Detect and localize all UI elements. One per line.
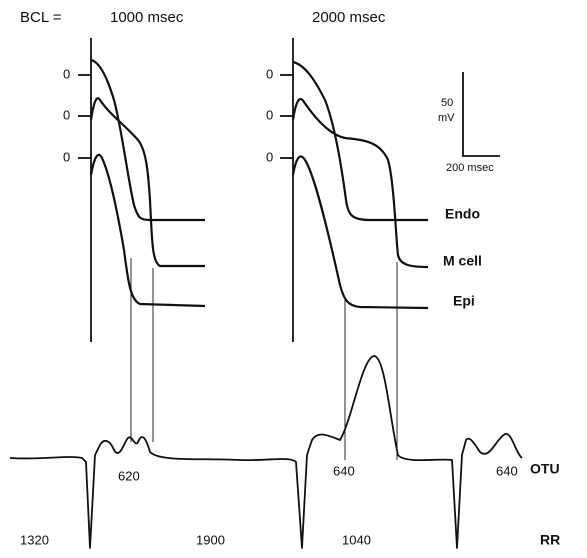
- scale-unit: mV: [438, 112, 455, 124]
- panel-label: 2000 msec: [312, 9, 386, 26]
- trace-label: Epi: [453, 293, 475, 309]
- zero-label: 0: [266, 107, 273, 122]
- rr-value: 1040: [342, 532, 371, 547]
- panel-label: 1000 msec: [110, 9, 184, 26]
- trace-label: M cell: [443, 253, 482, 269]
- zero-label: 0: [63, 107, 70, 122]
- bcl-label: BCL =: [20, 9, 62, 26]
- scale-time: 200 msec: [446, 162, 494, 174]
- ecg-label: OTU: [530, 461, 560, 477]
- action-potentials-left: [89, 58, 206, 308]
- zero-label: 0: [266, 149, 273, 164]
- rr-value: 1900: [196, 532, 225, 547]
- scale-bar: [462, 72, 500, 157]
- qt-value: 640: [333, 463, 355, 478]
- scale-amplitude: 50: [441, 97, 453, 109]
- rr-label: RR: [540, 532, 560, 548]
- zero-ticks: [78, 74, 293, 159]
- rr-value: 1320: [20, 532, 49, 547]
- qt-value: 620: [118, 468, 140, 483]
- zero-label: 0: [266, 66, 273, 81]
- zero-label: 0: [63, 66, 70, 81]
- trace-label: Endo: [445, 206, 480, 222]
- qt-value: 640: [496, 463, 518, 478]
- ecg-trace: [9, 355, 523, 549]
- action-potentials-right: [291, 60, 429, 310]
- zero-label: 0: [63, 149, 70, 164]
